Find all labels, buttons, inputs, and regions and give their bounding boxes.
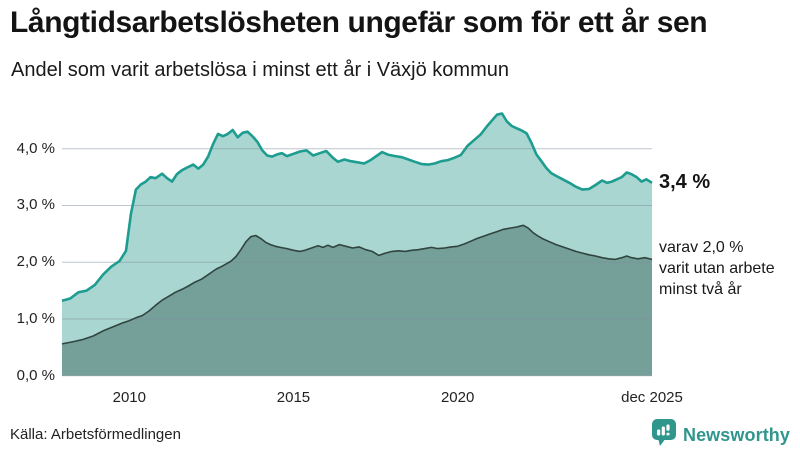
y-tick-label: 3,0 % (16, 196, 55, 214)
y-tick-label: 0,0 % (16, 366, 55, 384)
line-two-year (61, 224, 653, 345)
chart-subtitle: Andel som varit arbetslösa i minst ett å… (11, 59, 509, 81)
source-attribution: Källa: Arbetsförmedlingen (10, 426, 181, 443)
x-tick-label: 2015 (276, 389, 311, 406)
line-total (61, 112, 653, 303)
newsworthy-chart-bubble-icon (651, 418, 677, 453)
x-tick-label: 2010 (112, 389, 146, 406)
series-two-year-end-label: varav 2,0 % varit utan arbete minst två … (659, 239, 775, 298)
newsworthy-wordmark: Newsworthy (682, 425, 790, 445)
x-tick-label: 2020 (440, 389, 475, 406)
x-tick-label: dec 2025 (621, 389, 683, 406)
y-tick-label: 4,0 % (16, 139, 55, 157)
page-title: Långtidsarbetslösheten ungefär som för e… (10, 6, 708, 39)
newsworthy-branding: Newsworthy (651, 418, 790, 453)
y-tick-label: 2,0 % (16, 253, 55, 271)
series-total-end-label: 3,4 % (659, 171, 711, 193)
y-tick-label: 1,0 % (16, 309, 55, 327)
area-two-year (62, 225, 652, 376)
